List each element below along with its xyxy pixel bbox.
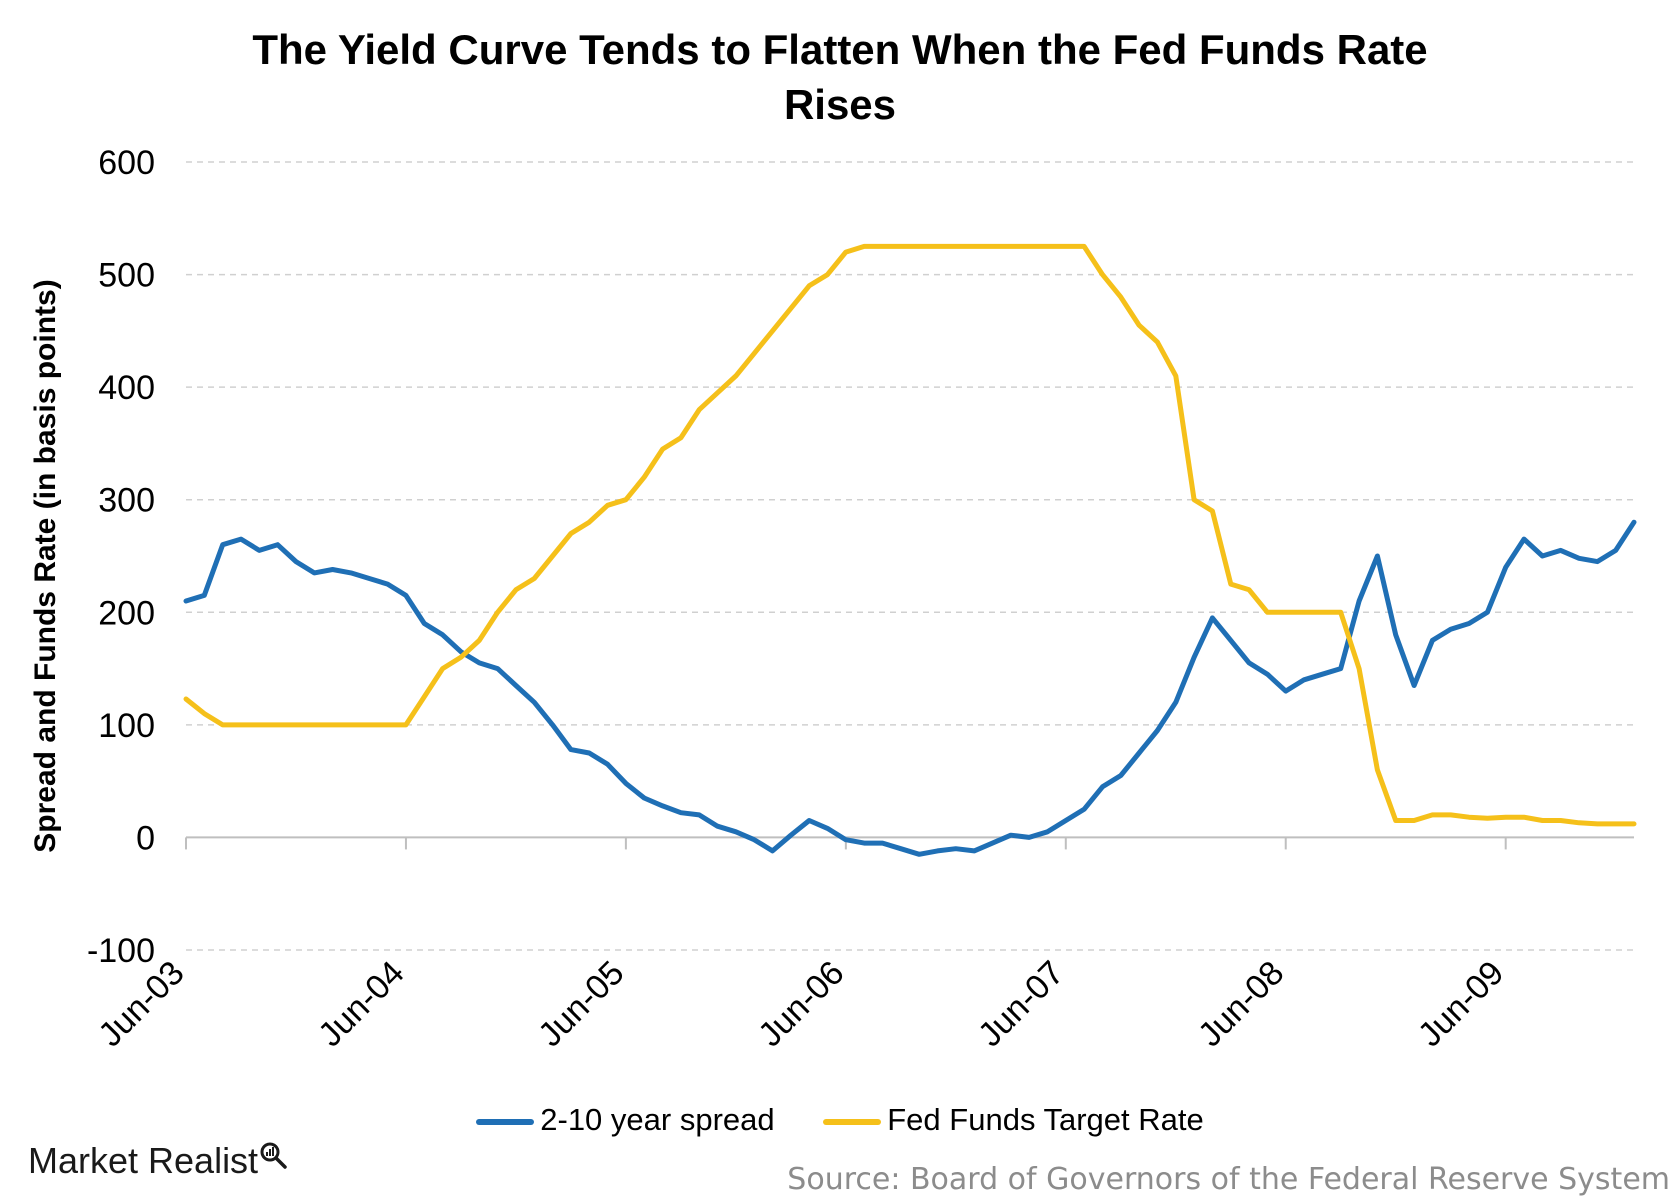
legend-label-spread: 2-10 year spread — [540, 1101, 775, 1137]
source-note: Source: Board of Governors of the Federa… — [787, 1162, 1670, 1197]
x-tick-label: Jun-05 — [531, 954, 631, 1054]
legend-label-fed-funds: Fed Funds Target Rate — [887, 1101, 1204, 1137]
chart-title-line-1: The Yield Curve Tends to Flatten When th… — [252, 26, 1428, 73]
logo-text: Market Realist — [28, 1140, 259, 1181]
legend-item-fed-funds: Fed Funds Target Rate — [823, 1102, 1204, 1138]
x-tick-label: Jun-08 — [1191, 954, 1291, 1054]
y-tick-label: 100 — [98, 707, 155, 745]
grid-lines — [186, 161, 1634, 951]
y-axis-ticks: 600 500 400 300 200 100 0 -100 — [87, 144, 155, 970]
x-tick-label: Jun-06 — [751, 954, 851, 1054]
y-tick-label: 400 — [98, 369, 155, 407]
magnifier-chart-icon — [260, 1142, 287, 1169]
series-line-spread — [183, 519, 1637, 857]
y-tick-label: 0 — [136, 819, 155, 857]
chart-title-line-2: Rises — [783, 81, 897, 128]
legend-swatch-fed-funds — [823, 1118, 882, 1125]
chart-title: The Yield Curve Tends to Flatten When th… — [140, 22, 1540, 132]
x-tick-label: Jun-04 — [311, 954, 411, 1054]
y-tick-label: -100 — [87, 932, 155, 970]
x-tick-label: Jun-07 — [971, 954, 1071, 1054]
legend: 2-10 year spread Fed Funds Target Rate — [0, 1100, 1680, 1138]
legend-swatch-spread — [476, 1118, 535, 1125]
series-line-fed-funds — [183, 243, 1637, 827]
legend-item-spread: 2-10 year spread — [476, 1101, 775, 1138]
x-axis — [185, 836, 1634, 850]
y-tick-label: 300 — [98, 482, 155, 520]
y-tick-label: 600 — [98, 144, 155, 182]
market-realist-logo: Market Realist — [28, 1140, 288, 1182]
x-tick-label: Jun-09 — [1411, 954, 1511, 1054]
y-tick-label: 200 — [98, 594, 155, 632]
x-axis-ticks: Jun-03 Jun-04 Jun-05 Jun-06 Jun-07 Jun-08 Jun-… — [91, 954, 1511, 1054]
series-lines — [183, 243, 1637, 857]
y-tick-label: 500 — [98, 257, 155, 295]
